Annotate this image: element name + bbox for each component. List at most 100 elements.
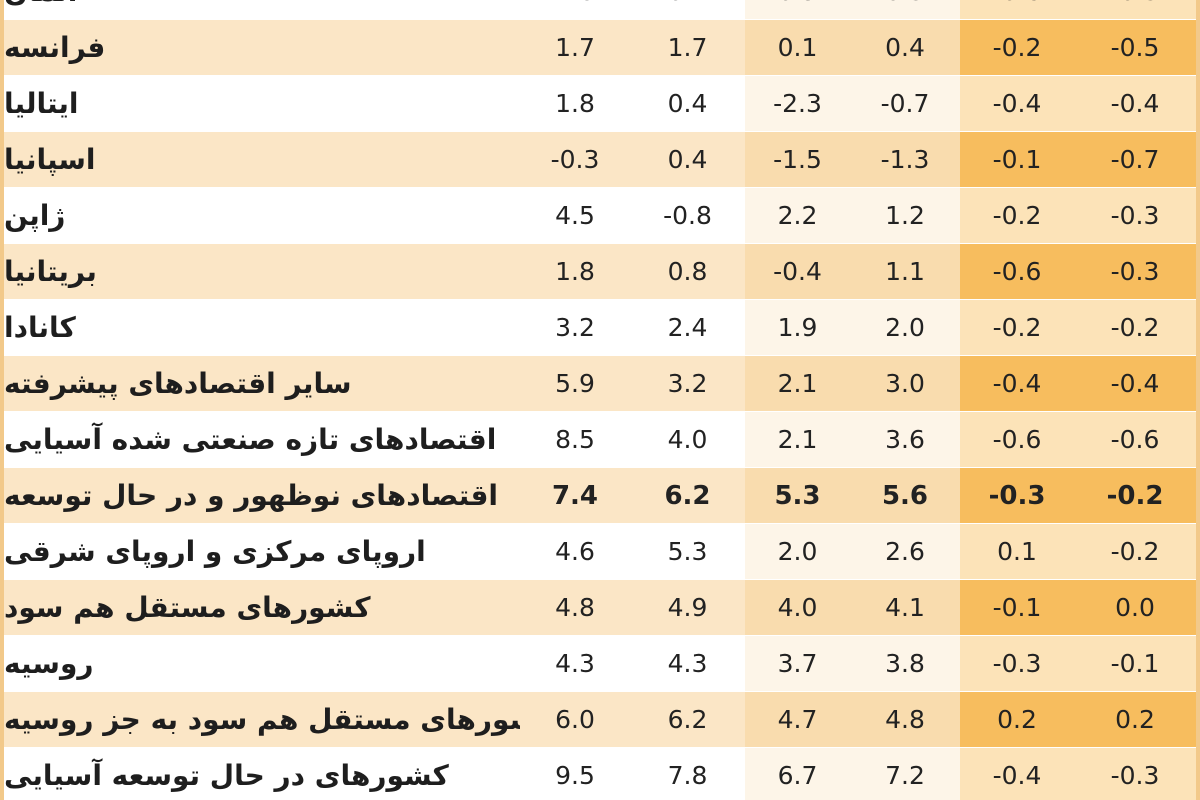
value-cell: 4.7: [745, 692, 850, 747]
value-cell: 0.5: [850, 0, 960, 19]
value-cell: 0.9: [745, 0, 850, 19]
value-cell: 0.2: [1074, 692, 1196, 747]
value-cell: -0.6: [960, 244, 1074, 299]
value-cell: 7.8: [630, 748, 745, 800]
value-cell: 4.0: [630, 412, 745, 467]
value-cell: -0.3: [1074, 0, 1196, 19]
value-cell: 3.7: [745, 636, 850, 691]
value-cell: 4.9: [630, 580, 745, 635]
value-cell: -0.4: [1074, 356, 1196, 411]
table-row: اروپای مرکزی و اروپای شرقی 4.6 5.3 2.0 2.6 0.…: [4, 524, 1196, 580]
table-row: آلمان4.80.10.90.5-0.6-0.3: [4, 0, 1196, 20]
value-cell: 0.1: [960, 524, 1074, 579]
value-cell: 1.7: [630, 20, 745, 75]
value-cell: -0.5: [1074, 20, 1196, 75]
row-label: اقتصادهای تازه صنعتی شده آسیایی: [4, 412, 520, 467]
value-cell: -0.2: [960, 20, 1074, 75]
value-cell: 0.4: [630, 132, 745, 187]
value-cell: 4.3: [630, 636, 745, 691]
value-cell: 4.1: [850, 580, 960, 635]
value-cell: -0.6: [960, 412, 1074, 467]
value-cell: 0.1: [745, 20, 850, 75]
value-cell: 2.0: [745, 524, 850, 579]
value-cell: -0.4: [745, 244, 850, 299]
value-cell: 4.6: [520, 524, 630, 579]
value-cell: -0.3: [1074, 748, 1196, 800]
row-label: کشورهای مستقل هم سود به جز روسیه: [4, 692, 520, 747]
value-cell: -0.2: [1074, 300, 1196, 355]
value-cell: 2.1: [745, 356, 850, 411]
value-cell: 6.0: [520, 692, 630, 747]
table-row: کشورهای مستقل هم سود به جز روسیه 6.0 6.2 4.…: [4, 692, 1196, 748]
value-cell: -0.1: [1074, 636, 1196, 691]
value-cell: 2.1: [745, 412, 850, 467]
value-cell: 6.2: [630, 468, 745, 523]
table-row: بریتانیا 1.8 0.8 -0.4 1.1 -0.6 -0.3: [4, 244, 1196, 300]
table-row: اقتصادهای تازه صنعتی شده آسیایی 8.5 4.0 2.1…: [4, 412, 1196, 468]
value-cell: 1.9: [745, 300, 850, 355]
value-cell: -0.4: [960, 76, 1074, 131]
table-row: فرانسه 1.7 1.7 0.1 0.4 -0.2 -0.5: [4, 20, 1196, 76]
table-row: اسپانیا -0.3 0.4 -1.5 -1.3 -0.1 -0.7: [4, 132, 1196, 188]
table-row: سایر اقتصادهای پیشرفته 5.9 3.2 2.1 3.0 -0.4 -0…: [4, 356, 1196, 412]
value-cell: -0.4: [960, 356, 1074, 411]
value-cell: 9.5: [520, 748, 630, 800]
row-label: کانادا: [4, 300, 520, 355]
value-cell: -0.3: [1074, 244, 1196, 299]
table-row: اقتصادهای نوظهور و در حال توسعه 7.4 6.2 5.3…: [4, 468, 1196, 524]
row-label: اقتصادهای نوظهور و در حال توسعه: [4, 468, 520, 523]
value-cell: -0.1: [960, 580, 1074, 635]
value-cell: -0.3: [520, 132, 630, 187]
value-cell: 1.7: [520, 20, 630, 75]
value-cell: 4.0: [745, 580, 850, 635]
value-cell: 2.4: [630, 300, 745, 355]
value-cell: -0.3: [1074, 188, 1196, 243]
value-cell: 5.3: [630, 524, 745, 579]
value-cell: 4.5: [520, 188, 630, 243]
row-label: ایتالیا: [4, 76, 520, 131]
value-cell: 0.4: [630, 76, 745, 131]
value-cell: 1.2: [850, 188, 960, 243]
value-cell: 4.8: [520, 580, 630, 635]
value-cell: -0.8: [630, 188, 745, 243]
value-cell: -1.3: [850, 132, 960, 187]
value-cell: -0.7: [850, 76, 960, 131]
table-row: روسیه 4.3 4.3 3.7 3.8 -0.3 -0.1: [4, 636, 1196, 692]
value-cell: -0.2: [1074, 468, 1196, 523]
value-cell: 5.9: [520, 356, 630, 411]
value-cell: 7.4: [520, 468, 630, 523]
row-label: سایر اقتصادهای پیشرفته: [4, 356, 520, 411]
value-cell: 7.2: [850, 748, 960, 800]
value-cell: -0.3: [960, 468, 1074, 523]
value-cell: 2.2: [745, 188, 850, 243]
value-cell: 0.2: [960, 692, 1074, 747]
value-cell: 8.5: [520, 412, 630, 467]
value-cell: 5.6: [850, 468, 960, 523]
value-cell: 1.8: [520, 76, 630, 131]
row-label: کشورهای مستقل هم سود: [4, 580, 520, 635]
value-cell: 4.3: [520, 636, 630, 691]
table-row: کشورهای مستقل هم سود 4.8 4.9 4.0 4.1 -0.1 0.0: [4, 580, 1196, 636]
value-cell: 3.8: [850, 636, 960, 691]
value-cell: 2.6: [850, 524, 960, 579]
table-row: کانادا 3.2 2.4 1.9 2.0 -0.2 -0.2: [4, 300, 1196, 356]
table-row: کشورهای در حال توسعه آسیایی 9.5 7.8 6.7 7.2-…: [4, 748, 1196, 800]
value-cell: 4.8: [520, 0, 630, 19]
value-cell: 3.2: [520, 300, 630, 355]
value-cell: 6.7: [745, 748, 850, 800]
table-row: ژاپن 4.5 -0.8 2.2 1.2 -0.2 -0.3: [4, 188, 1196, 244]
value-cell: 1.8: [520, 244, 630, 299]
value-cell: 1.1: [850, 244, 960, 299]
row-label: آلمان: [4, 0, 520, 19]
value-cell: -0.6: [960, 0, 1074, 19]
value-cell: 3.0: [850, 356, 960, 411]
row-label: اسپانیا: [4, 132, 520, 187]
value-cell: -0.3: [960, 636, 1074, 691]
value-cell: -1.5: [745, 132, 850, 187]
value-cell: 3.6: [850, 412, 960, 467]
value-cell: 0.8: [630, 244, 745, 299]
value-cell: 0.1: [630, 0, 745, 19]
value-cell: 3.2: [630, 356, 745, 411]
value-cell: -0.2: [1074, 524, 1196, 579]
